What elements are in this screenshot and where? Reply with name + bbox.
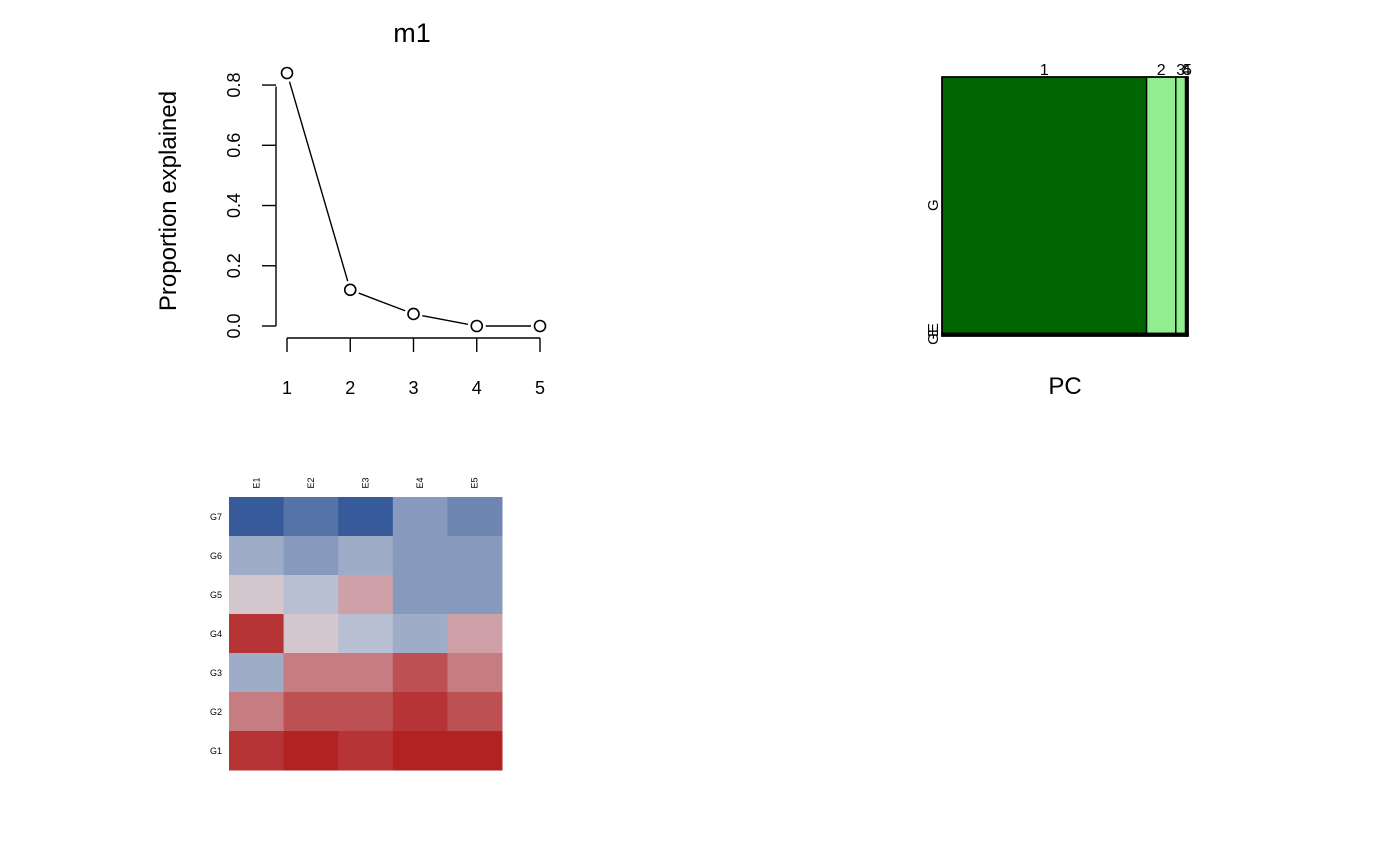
heatmap-cell (229, 653, 285, 693)
mosaic-column-label: 3 (1176, 62, 1185, 79)
mosaic-column-label: 1 (1040, 62, 1049, 79)
heatmap-column-label: E4 (415, 477, 425, 488)
data-point (533, 319, 547, 333)
heatmap-cell (229, 614, 285, 654)
x-tick-label: 1 (282, 378, 292, 398)
heatmap-cell (392, 575, 448, 615)
x-tick-label: 3 (408, 378, 418, 398)
mosaic-row-label: G (925, 199, 942, 211)
x-tick-label: 2 (345, 378, 355, 398)
x-tick-label: 4 (472, 378, 482, 398)
heatmap-cell (447, 692, 503, 732)
heatmap-row-label: G2 (210, 707, 222, 717)
heatmap-cell (447, 731, 503, 771)
mosaic-column-label: 5 (1183, 62, 1192, 79)
heatmap-row-label: G3 (210, 668, 222, 678)
data-point (343, 283, 357, 297)
heatmap-cell (283, 497, 339, 537)
heatmap-cell (338, 575, 394, 615)
mosaic-row-label: E (925, 327, 942, 337)
heatmap-cell (229, 536, 285, 576)
y-tick-label: 0.6 (224, 133, 244, 158)
heatmap-column-label: E3 (361, 477, 371, 488)
y-tick-label: 0.2 (224, 253, 244, 278)
mosaic-frame (941, 76, 1189, 337)
heatmap-cell (447, 575, 503, 615)
mosaic-tile (1145, 76, 1177, 335)
data-point (280, 66, 294, 80)
heatmap-cell (283, 575, 339, 615)
heatmap-cell (229, 692, 285, 732)
heatmap-cell (283, 536, 339, 576)
heatmap-row-label: G4 (210, 629, 222, 639)
y-tick-label: 0.4 (224, 193, 244, 218)
heatmap-row-label: G6 (210, 551, 222, 561)
mosaic-row-label: GE (925, 323, 942, 345)
x-tick-label: 5 (535, 378, 545, 398)
y-tick-label: 0.8 (224, 73, 244, 98)
heatmap-cell (447, 536, 503, 576)
heatmap-cell (338, 497, 394, 537)
series-segment (358, 292, 406, 312)
heatmap-cell (392, 692, 448, 732)
heatmap: E1 E2 E3 E4 E5 G7 G6 G5 G4 G3 G2 G1 (210, 477, 503, 771)
mosaic-column-label: 4 (1182, 62, 1191, 79)
mosaic-tile (941, 76, 1148, 335)
heatmap-cell (392, 497, 448, 537)
heatmap-row-label: G1 (210, 746, 222, 756)
scree-ylabel: Proportion explained (155, 91, 182, 311)
heatmap-row-label: G5 (210, 590, 222, 600)
heatmap-cell (447, 614, 503, 654)
heatmap-cell (392, 536, 448, 576)
mosaic-tile (1175, 76, 1187, 335)
heatmap-cell (392, 614, 448, 654)
heatmap-cell (447, 653, 503, 693)
heatmap-cell (338, 692, 394, 732)
scree-plot: m1 Proportion explained 0.00.20.40.60.8 … (155, 18, 547, 398)
heatmap-column-label: E1 (251, 477, 261, 488)
mosaic-xlabel: PC (1048, 373, 1081, 400)
heatmap-cell (338, 653, 394, 693)
heatmap-column-label: E5 (470, 477, 480, 488)
heatmap-cell (229, 497, 285, 537)
data-point (407, 307, 420, 321)
heatmap-cell (283, 731, 339, 771)
heatmap-cell (447, 497, 503, 537)
series-segment (288, 81, 349, 282)
mosaic-column-label: 2 (1157, 62, 1166, 79)
series-segment (422, 314, 469, 326)
heatmap-cell (283, 614, 339, 654)
heatmap-cell (283, 653, 339, 693)
heatmap-cell (229, 731, 285, 771)
heatmap-cell (338, 731, 394, 771)
data-point (470, 319, 484, 333)
scree-title: m1 (393, 18, 431, 48)
heatmap-cell (283, 692, 339, 732)
heatmap-cell (338, 614, 394, 654)
heatmap-row-label: G7 (210, 512, 222, 522)
heatmap-cell (392, 731, 448, 771)
heatmap-cell (229, 575, 285, 615)
heatmap-cell (392, 653, 448, 693)
heatmap-cell (338, 536, 394, 576)
y-tick-label: 0.0 (224, 313, 244, 338)
heatmap-column-label: E2 (306, 477, 316, 488)
